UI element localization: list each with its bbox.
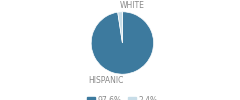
- Wedge shape: [91, 12, 154, 74]
- Text: WHITE: WHITE: [120, 0, 144, 10]
- Wedge shape: [118, 12, 122, 43]
- Text: HISPANIC: HISPANIC: [88, 76, 124, 86]
- Legend: 97.6%, 2.4%: 97.6%, 2.4%: [84, 93, 161, 100]
